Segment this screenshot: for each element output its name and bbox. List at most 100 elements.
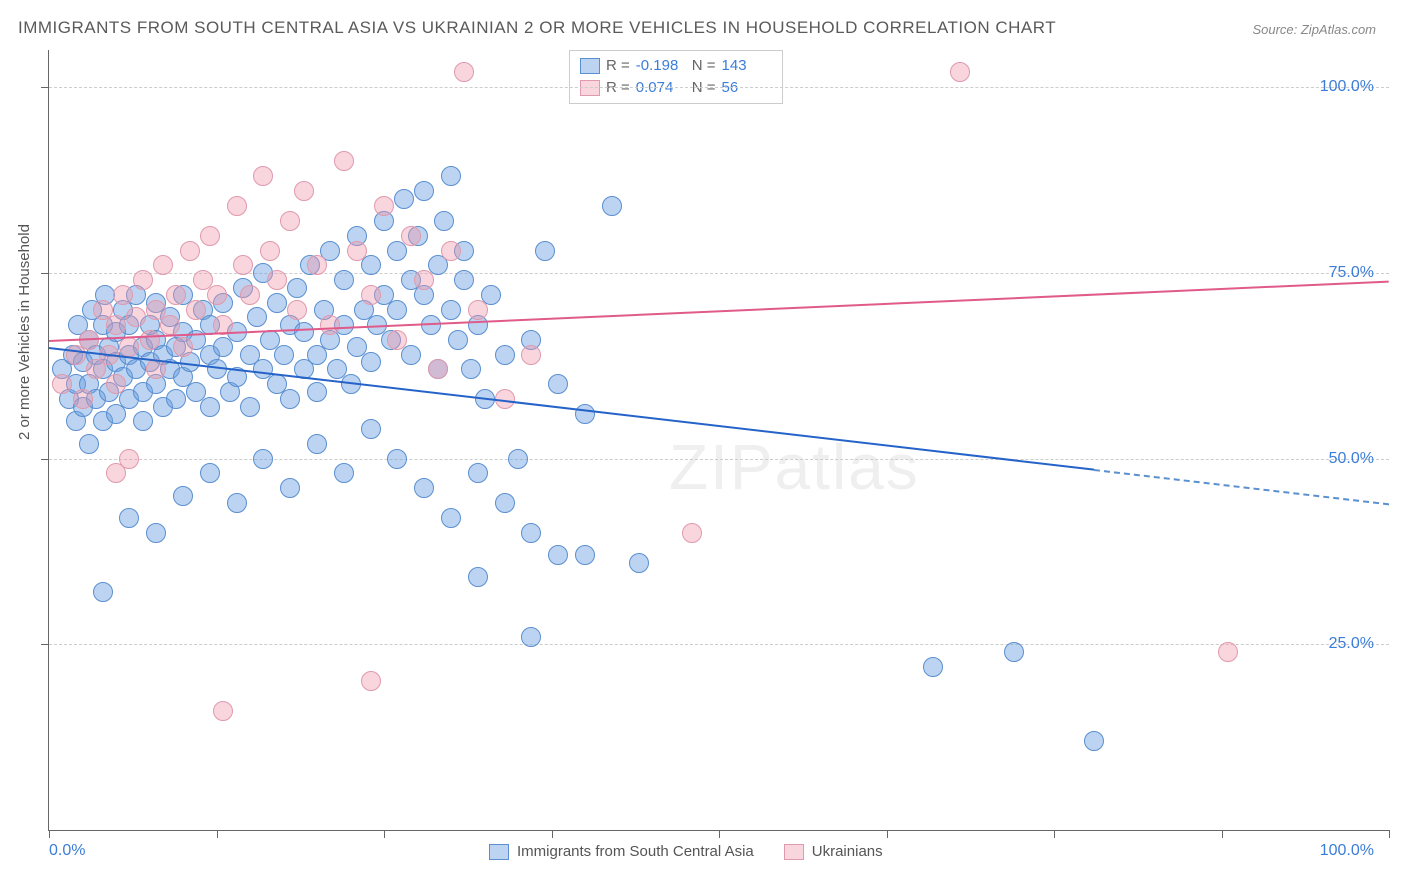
data-point bbox=[274, 345, 294, 365]
data-point bbox=[414, 270, 434, 290]
data-point bbox=[575, 404, 595, 424]
data-point bbox=[441, 241, 461, 261]
r-label: R = bbox=[606, 55, 630, 77]
data-point bbox=[180, 241, 200, 261]
data-point bbox=[387, 449, 407, 469]
data-point bbox=[200, 397, 220, 417]
data-point bbox=[267, 270, 287, 290]
data-point bbox=[454, 62, 474, 82]
data-point bbox=[682, 523, 702, 543]
x-tick bbox=[887, 830, 888, 838]
data-point bbox=[320, 315, 340, 335]
data-point bbox=[227, 493, 247, 513]
data-point bbox=[521, 523, 541, 543]
data-point bbox=[140, 330, 160, 350]
data-point bbox=[535, 241, 555, 261]
y-tick-label: 50.0% bbox=[1329, 450, 1374, 468]
data-point bbox=[119, 508, 139, 528]
data-point bbox=[253, 166, 273, 186]
gridline bbox=[49, 644, 1389, 645]
data-point bbox=[227, 196, 247, 216]
data-point bbox=[207, 285, 227, 305]
n-label: N = bbox=[692, 55, 716, 77]
trend-line bbox=[1094, 469, 1389, 505]
data-point bbox=[468, 300, 488, 320]
data-point bbox=[923, 657, 943, 677]
x-tick bbox=[552, 830, 553, 838]
data-point bbox=[247, 307, 267, 327]
data-point bbox=[106, 374, 126, 394]
data-point bbox=[173, 486, 193, 506]
swatch-blue-icon bbox=[580, 58, 600, 74]
gridline bbox=[49, 273, 1389, 274]
data-point bbox=[153, 255, 173, 275]
data-point bbox=[374, 196, 394, 216]
x-max-label: 100.0% bbox=[1320, 842, 1374, 860]
data-point bbox=[287, 278, 307, 298]
data-point bbox=[548, 374, 568, 394]
plot-area: ZIPatlas R = -0.198 N = 143 R = 0.074 N … bbox=[48, 50, 1389, 831]
data-point bbox=[441, 508, 461, 528]
data-point bbox=[240, 285, 260, 305]
data-point bbox=[213, 701, 233, 721]
x-tick bbox=[384, 830, 385, 838]
data-point bbox=[950, 62, 970, 82]
data-point bbox=[52, 374, 72, 394]
data-point bbox=[146, 523, 166, 543]
data-point bbox=[602, 196, 622, 216]
x-tick bbox=[217, 830, 218, 838]
r-value-blue: -0.198 bbox=[636, 55, 686, 77]
data-point bbox=[173, 337, 193, 357]
data-point bbox=[307, 434, 327, 454]
data-point bbox=[521, 345, 541, 365]
data-point bbox=[414, 478, 434, 498]
data-point bbox=[93, 582, 113, 602]
data-point bbox=[280, 389, 300, 409]
data-point bbox=[267, 293, 287, 313]
data-point bbox=[347, 241, 367, 261]
legend-series: Immigrants from South Central Asia Ukrai… bbox=[489, 843, 883, 860]
gridline bbox=[49, 87, 1389, 88]
data-point bbox=[166, 285, 186, 305]
data-point bbox=[233, 255, 253, 275]
x-min-label: 0.0% bbox=[49, 842, 85, 860]
watermark: ZIPatlas bbox=[669, 430, 920, 504]
data-point bbox=[448, 330, 468, 350]
y-tick bbox=[41, 273, 49, 274]
data-point bbox=[119, 337, 139, 357]
data-point bbox=[434, 211, 454, 231]
data-point bbox=[166, 389, 186, 409]
data-point bbox=[334, 151, 354, 171]
data-point bbox=[240, 397, 260, 417]
data-point bbox=[160, 315, 180, 335]
data-point bbox=[508, 449, 528, 469]
legend-stats-row-blue: R = -0.198 N = 143 bbox=[580, 55, 772, 77]
data-point bbox=[1084, 731, 1104, 751]
data-point bbox=[428, 359, 448, 379]
data-point bbox=[495, 345, 515, 365]
data-point bbox=[387, 330, 407, 350]
y-tick bbox=[41, 459, 49, 460]
data-point bbox=[146, 359, 166, 379]
data-point bbox=[414, 181, 434, 201]
data-point bbox=[334, 463, 354, 483]
data-point bbox=[394, 189, 414, 209]
data-point bbox=[441, 166, 461, 186]
data-point bbox=[186, 300, 206, 320]
data-point bbox=[260, 241, 280, 261]
data-point bbox=[361, 255, 381, 275]
data-point bbox=[280, 478, 300, 498]
x-tick bbox=[719, 830, 720, 838]
data-point bbox=[454, 270, 474, 290]
data-point bbox=[461, 359, 481, 379]
n-value-blue: 143 bbox=[722, 55, 772, 77]
data-point bbox=[1218, 642, 1238, 662]
data-point bbox=[361, 419, 381, 439]
data-point bbox=[253, 449, 273, 469]
data-point bbox=[280, 211, 300, 231]
legend-label-pink: Ukrainians bbox=[812, 843, 883, 860]
x-tick bbox=[1054, 830, 1055, 838]
data-point bbox=[119, 449, 139, 469]
gridline bbox=[49, 459, 1389, 460]
data-point bbox=[361, 352, 381, 372]
